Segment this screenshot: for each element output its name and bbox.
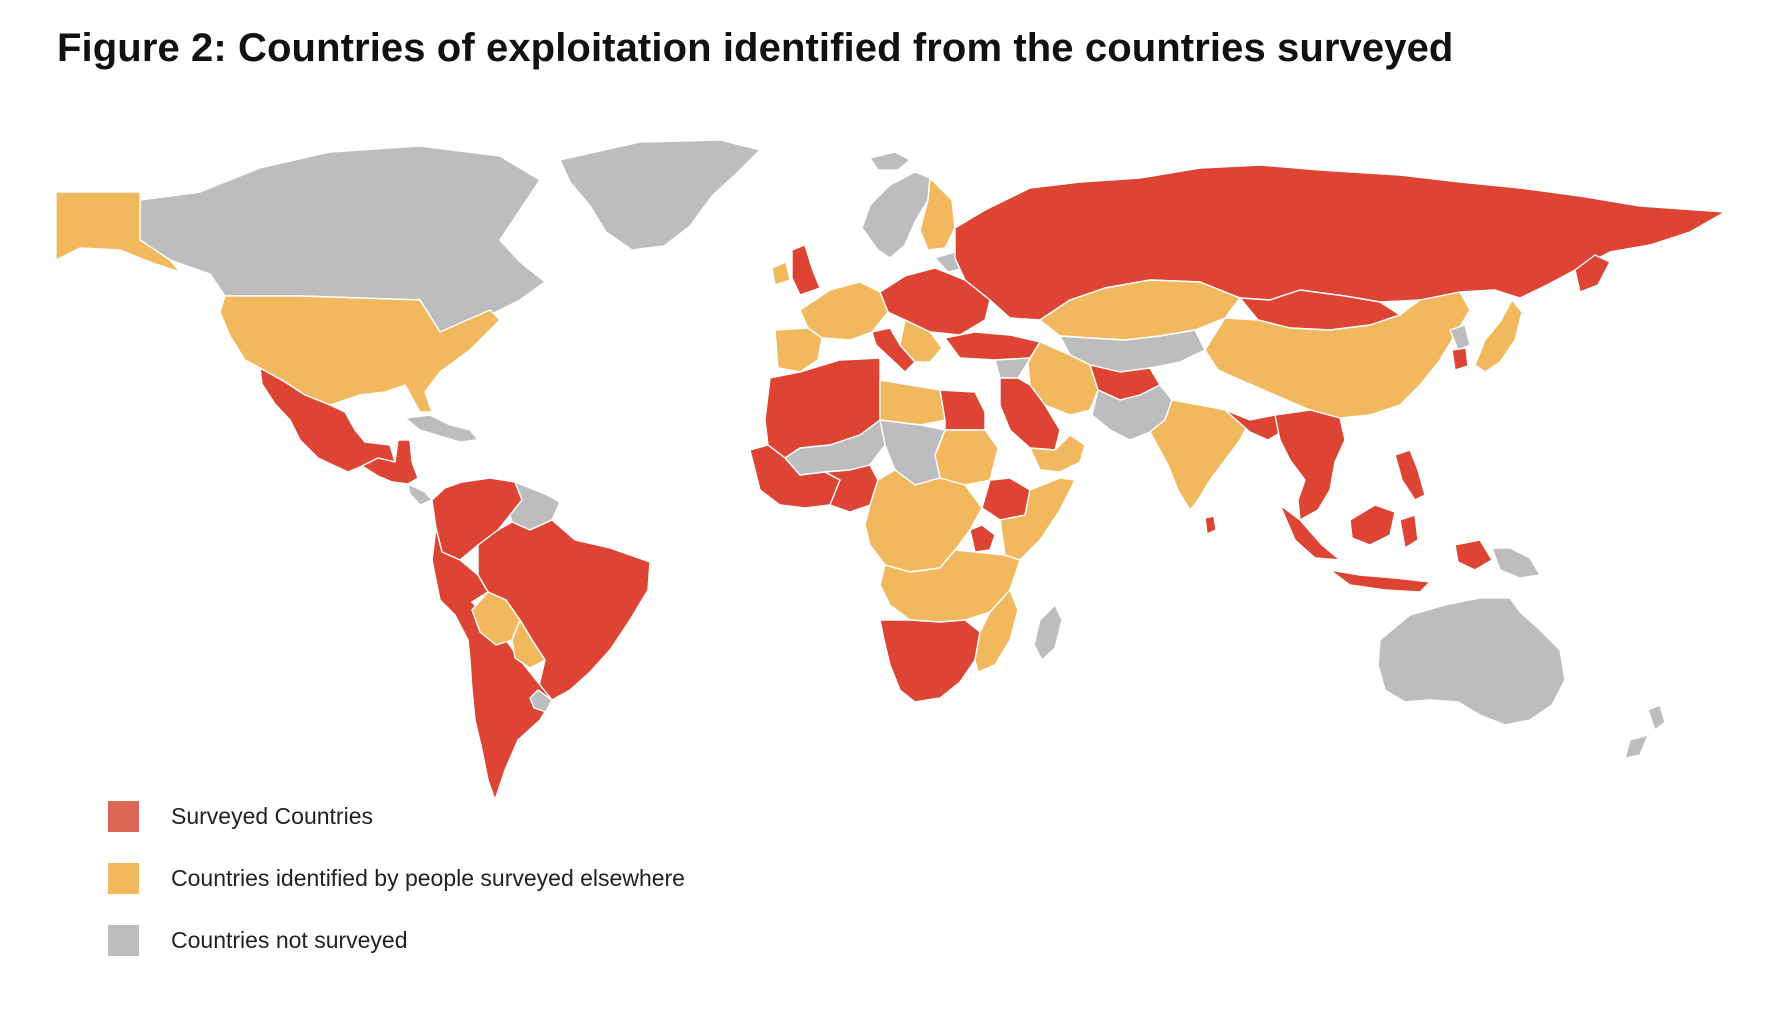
legend-swatch [108,863,139,894]
region-greenland [559,139,761,251]
region-somalia-kenya [999,477,1076,561]
region-south-korea [1451,347,1469,371]
region-sri-lanka [1204,515,1217,535]
legend-label: Countries not surveyed [171,927,408,953]
region-ireland [771,261,791,286]
region-balkans [899,319,943,363]
region-alaska [55,191,181,273]
region-eastern-europe [879,267,991,336]
legend-swatch [108,925,139,956]
region-australia [1377,597,1566,726]
region-mozambique [974,589,1019,673]
legend-label: Countries identified by people surveyed … [171,865,685,891]
region-southern-africa [879,619,981,703]
region-sudan [934,429,999,486]
region-scandinavia [861,171,931,259]
region-russia-kamchatka [1574,254,1611,293]
map-legend: Surveyed Countries Countries identified … [108,800,685,986]
region-papua-new-guinea [1491,547,1541,579]
region-caribbean [404,414,479,506]
region-japan [1474,299,1523,373]
region-korea [1449,324,1471,351]
region-paraguay [511,619,546,669]
region-egypt [939,389,986,431]
region-finland [919,177,956,251]
region-canada [139,145,546,333]
region-uk [791,244,821,296]
region-india [1149,399,1251,511]
region-new-zealand [1624,704,1666,759]
region-iberia [774,327,823,373]
region-uganda [969,524,996,553]
region-philippines [1394,449,1426,501]
legend-item-surveyed: Surveyed Countries [108,800,685,833]
legend-item-not-surveyed: Countries not surveyed [108,924,685,957]
region-bolivia [471,591,521,646]
region-turkey [944,331,1041,361]
legend-swatch [108,801,139,832]
region-oman-yemen [1029,434,1086,473]
region-levant [994,357,1031,379]
region-madagascar [1033,604,1063,661]
legend-item-identified: Countries identified by people surveyed … [108,862,685,895]
region-uruguay [529,689,553,713]
region-usa [219,295,501,413]
region-iran [1027,341,1099,416]
region-italy [871,327,916,373]
region-indonesia [1279,504,1493,593]
region-iceland [869,151,911,171]
map-title: Figure 2: Countries of exploitation iden… [57,26,1454,70]
region-southeast-asia [1274,409,1346,521]
region-middle-east [999,377,1061,451]
region-ethiopia [981,477,1031,521]
region-libya [879,379,946,426]
legend-label: Surveyed Countries [171,803,373,829]
region-central-america [361,439,419,485]
